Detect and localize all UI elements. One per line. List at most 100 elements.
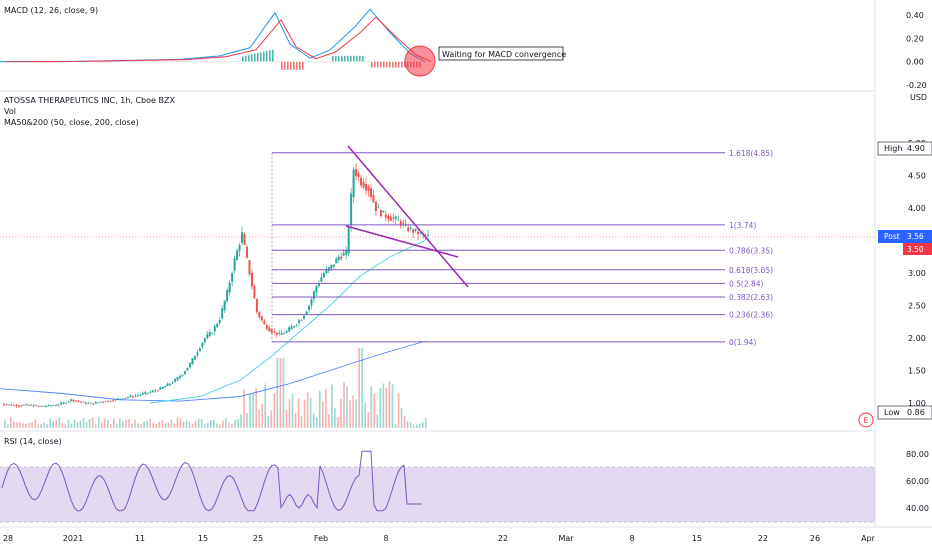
macd-histogram-bar bbox=[272, 50, 274, 62]
candle-body bbox=[82, 402, 84, 403]
volume-bar bbox=[37, 424, 39, 428]
macd-histogram-bar bbox=[245, 56, 247, 62]
candle-body bbox=[115, 399, 117, 400]
last-price-value: 3.50 bbox=[907, 245, 924, 254]
macd-histogram-bar bbox=[386, 62, 388, 68]
volume-bar bbox=[237, 419, 239, 428]
candle-body bbox=[258, 312, 260, 317]
candle-body bbox=[45, 406, 47, 407]
candle-body bbox=[216, 324, 218, 327]
volume-bar bbox=[373, 394, 375, 428]
volume-bar bbox=[225, 418, 227, 428]
macd-histogram-bar bbox=[338, 56, 340, 62]
volume-title: Vol bbox=[4, 107, 16, 116]
macd-histogram-bar bbox=[257, 53, 259, 62]
candle-body bbox=[124, 398, 126, 399]
candle-body bbox=[177, 377, 179, 380]
macd-histogram-bar bbox=[86, 62, 88, 63]
volume-bar bbox=[104, 419, 106, 428]
candle-body bbox=[310, 299, 312, 305]
volume-bar bbox=[280, 358, 282, 428]
macd-histogram-bar bbox=[371, 62, 373, 68]
volume-bar bbox=[392, 384, 394, 428]
volume-bar bbox=[95, 424, 97, 428]
candle-body bbox=[194, 356, 196, 359]
volume-bar bbox=[19, 422, 21, 428]
macd-histogram-bar bbox=[377, 62, 379, 68]
fib-level-label: 1.618(4.85) bbox=[729, 149, 773, 158]
volume-bar bbox=[407, 421, 409, 428]
macd-histogram-bar bbox=[365, 61, 367, 62]
candle-body bbox=[330, 265, 332, 269]
macd-histogram-bar bbox=[263, 52, 265, 62]
macd-histogram-bar bbox=[116, 62, 118, 63]
candle-body bbox=[343, 253, 345, 255]
macd-histogram-bar bbox=[224, 62, 226, 63]
macd-histogram-bar bbox=[155, 62, 157, 63]
volume-bar bbox=[49, 418, 51, 428]
candle-body bbox=[263, 321, 265, 325]
candle-body bbox=[328, 267, 330, 271]
ma50-line bbox=[150, 241, 425, 404]
candle-body bbox=[301, 320, 303, 321]
macd-histogram-bar bbox=[296, 62, 298, 70]
candle-body bbox=[172, 382, 174, 383]
candle-body bbox=[298, 321, 300, 323]
candle-body bbox=[372, 195, 374, 202]
macd-histogram-bar bbox=[125, 61, 127, 62]
volume-bar bbox=[295, 413, 297, 428]
candle-body bbox=[410, 228, 412, 229]
candle-body bbox=[345, 251, 347, 255]
macd-histogram-bar bbox=[53, 62, 55, 63]
candle-body bbox=[313, 292, 315, 299]
volume-bar bbox=[195, 421, 197, 428]
macd-histogram-bar bbox=[269, 50, 271, 61]
macd-histogram-bar bbox=[308, 61, 310, 62]
volume-bar bbox=[149, 419, 151, 428]
macd-histogram-bar bbox=[299, 62, 301, 70]
volume-bar bbox=[283, 358, 285, 428]
macd-histogram-bar bbox=[131, 61, 133, 62]
volume-bar bbox=[98, 417, 100, 428]
macd-histogram-bar bbox=[332, 56, 334, 62]
candle-body bbox=[154, 391, 156, 392]
moving-averages bbox=[0, 241, 425, 404]
volume-bar bbox=[316, 417, 318, 428]
macd-histogram-bar bbox=[326, 62, 328, 63]
volume-bar bbox=[43, 422, 45, 428]
macd-histogram-bar bbox=[353, 56, 355, 62]
macd-histogram-bar bbox=[200, 62, 202, 63]
candle-body bbox=[261, 316, 263, 320]
macd-histogram-bar bbox=[209, 62, 211, 63]
macd-histogram-bar bbox=[59, 62, 61, 63]
candle-body bbox=[25, 404, 27, 405]
volume-bar bbox=[107, 420, 109, 428]
macd-histogram-bar bbox=[287, 62, 289, 70]
macd-histogram-bar bbox=[389, 62, 391, 68]
rsi-tick-label: 80.00 bbox=[906, 450, 929, 459]
macd-histogram-bar bbox=[314, 62, 316, 63]
candle-body bbox=[67, 401, 69, 402]
macd-tick-label: 0.40 bbox=[906, 11, 924, 20]
macd-histogram-bar bbox=[350, 56, 352, 62]
candle-body bbox=[122, 398, 124, 399]
volume-bar bbox=[343, 382, 345, 428]
macd-histogram-bar bbox=[74, 61, 76, 62]
volume-bar bbox=[92, 417, 94, 428]
candle-body bbox=[241, 232, 243, 242]
macd-histogram-bar bbox=[20, 61, 22, 62]
candle-body bbox=[239, 245, 241, 251]
ma-title: MA50&200 (50, close, 200, close) bbox=[4, 118, 139, 127]
volume-bar bbox=[292, 394, 294, 428]
macd-histogram-bar bbox=[149, 62, 151, 63]
macd-histogram-bar bbox=[212, 62, 214, 63]
volume-bar bbox=[119, 419, 121, 428]
candle-body bbox=[10, 405, 12, 406]
macd-histogram-bar bbox=[68, 61, 70, 62]
volume-bar bbox=[304, 400, 306, 428]
volume-bar bbox=[134, 420, 136, 428]
macd-histogram-bar bbox=[2, 62, 4, 63]
macd-histogram-bar bbox=[293, 62, 295, 70]
volume-bar bbox=[180, 418, 182, 428]
macd-histogram-bar bbox=[230, 62, 232, 63]
